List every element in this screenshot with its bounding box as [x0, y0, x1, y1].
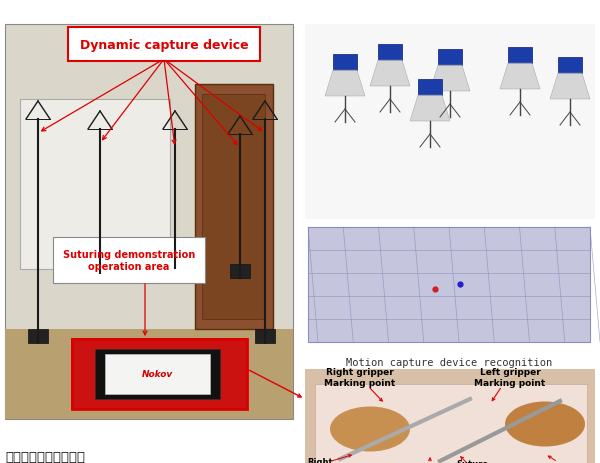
FancyBboxPatch shape [255, 329, 275, 343]
Text: Left gripper
Marking point: Left gripper Marking point [475, 368, 545, 387]
Bar [105, 354, 210, 394]
Polygon shape [550, 74, 590, 100]
FancyBboxPatch shape [308, 227, 590, 342]
Polygon shape [500, 64, 540, 90]
Polygon shape [410, 96, 450, 122]
Bar [20, 100, 170, 269]
Bar [95, 349, 220, 399]
Bar [72, 339, 247, 409]
Bar [72, 339, 247, 409]
Polygon shape [430, 66, 470, 92]
FancyBboxPatch shape [68, 28, 260, 62]
Ellipse shape [330, 407, 410, 451]
Text: 缝合手术演示采集系统: 缝合手术演示采集系统 [5, 450, 85, 463]
Ellipse shape [505, 401, 585, 446]
FancyBboxPatch shape [378, 45, 402, 61]
Polygon shape [325, 71, 365, 97]
Text: Suture
thread: Suture thread [456, 459, 488, 463]
Bar [305, 25, 595, 219]
FancyBboxPatch shape [508, 48, 532, 64]
Polygon shape [370, 61, 410, 87]
Text: Nokov: Nokov [142, 369, 173, 379]
Text: Right
gripper: Right gripper [302, 457, 338, 463]
FancyBboxPatch shape [90, 259, 110, 274]
Text: Motion capture device recognition: Motion capture device recognition [346, 357, 552, 367]
Bar [5, 329, 293, 419]
Text: Right gripper
Marking point: Right gripper Marking point [325, 368, 395, 387]
FancyBboxPatch shape [230, 264, 250, 278]
Bar [315, 384, 587, 463]
Bar [305, 369, 595, 463]
FancyBboxPatch shape [28, 329, 48, 343]
Bar [202, 95, 265, 319]
FancyBboxPatch shape [333, 55, 357, 71]
Text: Suturing demonstration
operation area: Suturing demonstration operation area [63, 250, 195, 271]
FancyBboxPatch shape [438, 50, 462, 66]
FancyBboxPatch shape [418, 80, 442, 96]
FancyBboxPatch shape [53, 238, 205, 283]
Text: Dynamic capture device: Dynamic capture device [80, 38, 248, 51]
FancyBboxPatch shape [558, 58, 582, 74]
Bar [5, 25, 293, 419]
Bar [195, 85, 273, 329]
FancyBboxPatch shape [165, 255, 185, 269]
